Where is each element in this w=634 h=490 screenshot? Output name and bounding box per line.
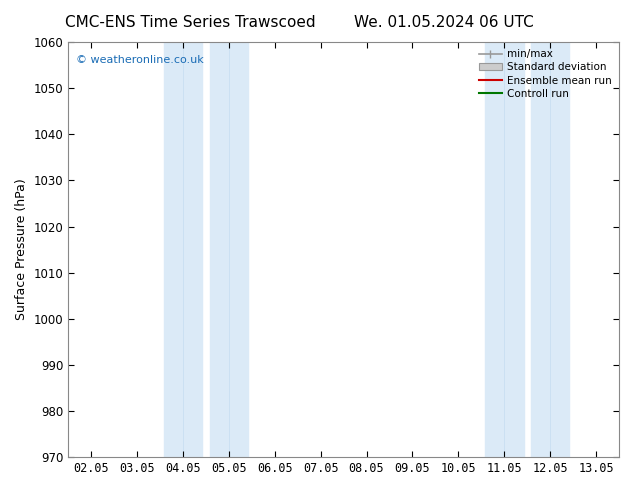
Y-axis label: Surface Pressure (hPa): Surface Pressure (hPa) (15, 179, 28, 320)
Bar (531, 42, 569, 457)
Bar (164, 42, 202, 457)
Text: We. 01.05.2024 06 UTC: We. 01.05.2024 06 UTC (354, 15, 534, 30)
Text: © weatheronline.co.uk: © weatheronline.co.uk (77, 54, 204, 65)
Text: CMC-ENS Time Series Trawscoed: CMC-ENS Time Series Trawscoed (65, 15, 316, 30)
Bar (485, 42, 524, 457)
Legend: min/max, Standard deviation, Ensemble mean run, Controll run: min/max, Standard deviation, Ensemble me… (475, 45, 616, 103)
Bar (210, 42, 248, 457)
